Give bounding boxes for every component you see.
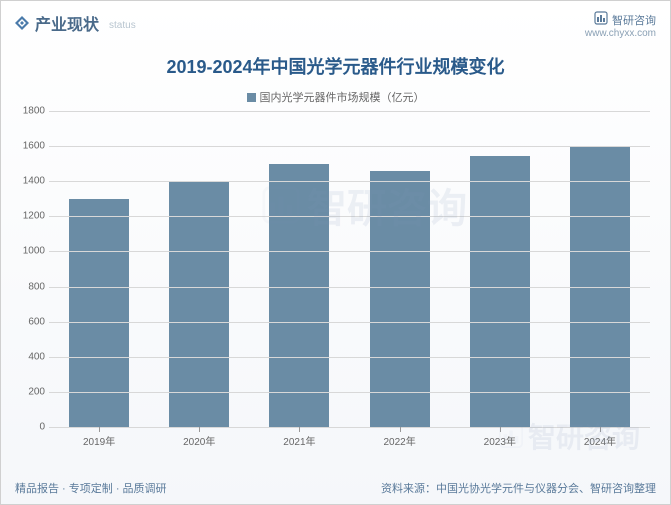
y-tick-label: 400 xyxy=(9,351,45,362)
bar xyxy=(269,164,329,427)
brand-name: 智研咨询 xyxy=(612,12,656,28)
section-subtitle: status xyxy=(109,20,136,31)
bars-group xyxy=(49,111,650,427)
y-tick-label: 1800 xyxy=(9,106,45,117)
legend-swatch xyxy=(247,93,256,102)
y-tick-label: 0 xyxy=(9,422,45,433)
brand-url: www.chyxx.com xyxy=(585,28,656,39)
x-tick xyxy=(600,427,601,432)
y-tick-label: 1600 xyxy=(9,141,45,152)
chart-title: 2019-2024年中国光学元器件行业规模变化 xyxy=(1,53,670,79)
gridline xyxy=(49,287,650,288)
x-tick xyxy=(500,427,501,432)
gridline xyxy=(49,392,650,393)
footer-left: 精品报告 · 专项定制 · 品质调研 xyxy=(15,480,167,496)
legend-label: 国内光学元器件市场规模（亿元） xyxy=(260,89,425,105)
footer: 精品报告 · 专项定制 · 品质调研 资料来源：中国光协光学元件与仪器分会、智研… xyxy=(1,474,670,504)
gridline xyxy=(49,146,650,147)
footer-right: 资料来源：中国光协光学元件与仪器分会、智研咨询整理 xyxy=(381,480,656,496)
bar xyxy=(370,171,430,427)
gridline xyxy=(49,357,650,358)
y-tick-label: 600 xyxy=(9,316,45,327)
y-tick-label: 1200 xyxy=(9,211,45,222)
chart-area: 020040060080010001200140016001800 2019年2… xyxy=(49,111,650,451)
x-tick xyxy=(199,427,200,432)
bar xyxy=(470,156,530,427)
gridline xyxy=(49,181,650,182)
gridline xyxy=(49,111,650,112)
y-tick-label: 1000 xyxy=(9,246,45,257)
plot-area: 020040060080010001200140016001800 xyxy=(49,111,650,427)
x-axis: 2019年2020年2021年2022年2023年2024年 xyxy=(49,427,650,451)
gridline xyxy=(49,216,650,217)
header: 产业现状 status 智研咨询 www.chyxx.com xyxy=(1,1,670,45)
chart-container: 产业现状 status 智研咨询 www.chyxx.com 2019-2024… xyxy=(0,0,671,505)
diamond-icon xyxy=(15,16,29,30)
bar xyxy=(169,181,229,427)
y-tick-label: 800 xyxy=(9,281,45,292)
section-title: 产业现状 xyxy=(35,11,99,35)
x-tick xyxy=(299,427,300,432)
y-tick-label: 1400 xyxy=(9,176,45,187)
brand-icon xyxy=(594,11,608,28)
brand-row: 智研咨询 xyxy=(585,11,656,28)
header-left: 产业现状 status xyxy=(15,11,136,35)
gridline xyxy=(49,251,650,252)
x-tick xyxy=(400,427,401,432)
y-tick-label: 200 xyxy=(9,386,45,397)
gridline xyxy=(49,322,650,323)
legend: 国内光学元器件市场规模（亿元） xyxy=(1,89,670,105)
header-right: 智研咨询 www.chyxx.com xyxy=(585,11,656,39)
x-tick xyxy=(99,427,100,432)
